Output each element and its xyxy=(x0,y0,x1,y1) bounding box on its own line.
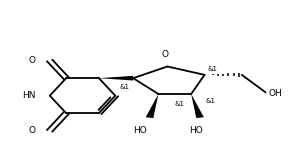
Text: OH: OH xyxy=(269,89,282,98)
Text: O: O xyxy=(161,50,168,59)
Text: HO: HO xyxy=(189,126,202,135)
Text: O: O xyxy=(29,126,36,135)
Text: HN: HN xyxy=(22,91,36,100)
Text: HO: HO xyxy=(133,126,147,135)
Text: O: O xyxy=(29,56,36,65)
Polygon shape xyxy=(191,94,204,118)
Text: &1: &1 xyxy=(208,66,218,72)
Text: &1: &1 xyxy=(205,98,216,104)
Text: &1: &1 xyxy=(119,84,129,90)
Polygon shape xyxy=(99,76,133,80)
Text: &1: &1 xyxy=(174,101,184,107)
Polygon shape xyxy=(146,94,158,118)
